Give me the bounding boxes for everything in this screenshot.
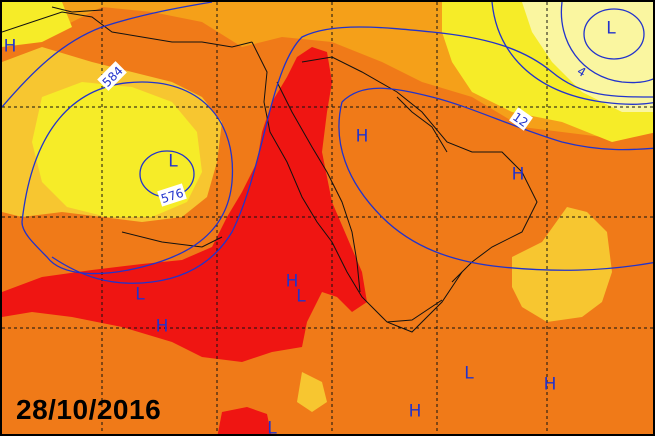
field-yellow-center [32,82,202,217]
pressure-low-letter: L [464,363,474,384]
field-yellow-northwest [2,2,72,47]
coastlines [2,6,538,333]
contour-low-outer-2 [491,2,653,105]
field-red-tongue [2,47,367,362]
field-pale-yellow-northeast [522,2,653,112]
contour-southern-arc [338,101,653,271]
contour-12 [341,87,653,151]
date-label: 28/10/2016 [16,394,162,425]
pressure-low-letter: L [606,18,616,39]
pressure-high-letter: H [355,126,369,147]
pressure-high-letter: H [155,316,169,337]
contour-low-outer [560,2,653,84]
contour-label-576: 576 [159,186,185,206]
pressure-high-letter: H [3,36,17,57]
pressure-high-letter: H [285,271,299,292]
field-yellow-bottom-center [297,372,327,412]
pressure-low-letter: L [296,286,306,307]
contour-584 [21,81,234,275]
field-red-south [217,407,272,434]
field-yellow-arabian-sea [512,207,612,322]
pressure-low-letter: L [267,418,277,436]
contour-low-inner [583,8,645,60]
contour-outer-south [51,26,653,284]
pressure-low-letter: L [168,151,178,172]
contour-label-bg [157,183,187,207]
pressure-low-letter: L [135,284,145,305]
contour-label-bg [97,61,127,91]
contour-outer-west [2,2,213,108]
pressure-high-letter: H [408,401,422,422]
pressure-high-letter: H [511,164,525,185]
contour-label-bg [509,107,533,131]
pressure-high-letter: H [543,374,557,395]
